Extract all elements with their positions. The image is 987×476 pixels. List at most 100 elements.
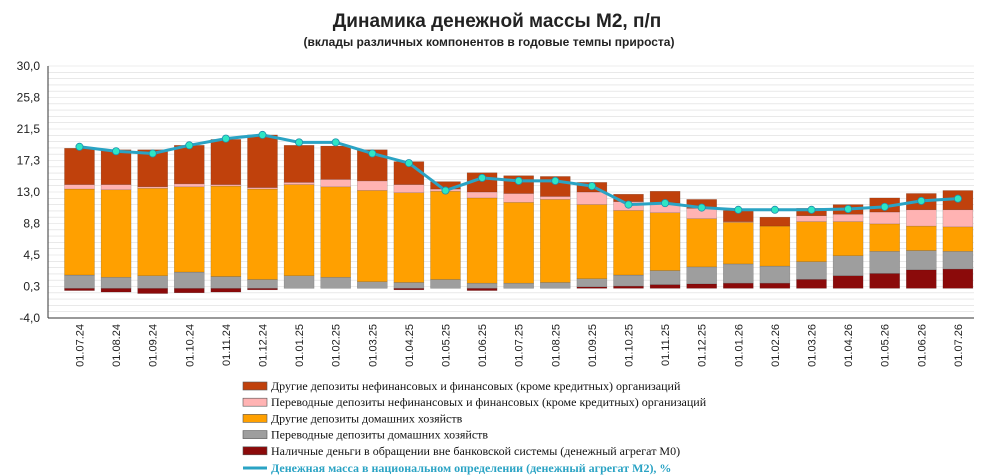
x-tick-label: 01.12.24 <box>257 324 269 367</box>
bar-segment <box>283 145 315 183</box>
bar-segment <box>759 265 791 284</box>
bar-segment <box>613 285 644 289</box>
x-tick-label: 01.06.26 <box>916 324 928 367</box>
y-tick-label: -4,0 <box>19 311 40 325</box>
bar-segment <box>466 191 498 199</box>
bar-segment <box>137 275 168 289</box>
bar-segment <box>430 279 461 289</box>
bar-segment <box>906 209 937 227</box>
line-point <box>587 182 596 191</box>
bar-segment <box>137 288 168 294</box>
x-tick-label: 01.03.26 <box>806 324 818 367</box>
bar-segment <box>393 184 425 193</box>
bar-segment <box>283 275 315 289</box>
legend-swatch <box>242 381 268 391</box>
x-tick-label: 01.01.26 <box>733 324 745 367</box>
bar-segment <box>869 223 900 252</box>
bar-segment <box>832 213 864 222</box>
bar-segment <box>64 184 95 190</box>
line-point <box>258 130 267 139</box>
bar-segment <box>283 184 315 277</box>
bar-segment <box>723 222 754 265</box>
line-point <box>221 134 230 143</box>
y-tick-label: 25,8 <box>17 91 41 105</box>
x-tick-label: 01.06.25 <box>477 324 489 367</box>
line-point <box>734 205 743 214</box>
bar-segment <box>357 190 388 282</box>
legend-swatch <box>242 397 268 407</box>
bar-segment <box>466 282 498 289</box>
y-tick-label: 17,3 <box>17 154 41 168</box>
bar-segment <box>320 186 351 278</box>
bar-segment <box>100 276 132 289</box>
bar-segment <box>796 215 827 222</box>
x-tick-label: 01.02.25 <box>331 324 343 367</box>
bar-segment <box>869 251 900 274</box>
bar-segment <box>796 261 827 280</box>
x-tick-label: 01.09.25 <box>587 324 599 367</box>
y-tick-label: 8,8 <box>23 217 40 231</box>
legend-label: Наличные деньги в обращении вне банковск… <box>271 444 680 458</box>
bar-segment <box>64 148 95 185</box>
bar-segment <box>174 145 205 185</box>
line-point <box>441 186 450 195</box>
line-point <box>148 149 157 158</box>
legend-swatch <box>242 446 268 456</box>
line-point <box>368 149 377 158</box>
bar-segment <box>832 221 864 256</box>
bar-segment <box>100 189 132 278</box>
bar-segment <box>832 255 864 277</box>
bar-segment <box>649 270 681 285</box>
line-point <box>844 205 853 214</box>
legend-label: Переводные депозиты домашних хозяйств <box>271 428 488 442</box>
bar-segment <box>613 210 644 276</box>
bar-segment <box>906 225 937 251</box>
bar-segment <box>320 179 351 188</box>
bar-segment <box>540 196 571 200</box>
bar-segment <box>137 188 168 277</box>
bar-segment <box>466 197 498 284</box>
x-tick-label: 01.01.25 <box>294 324 306 367</box>
bar-segment <box>64 188 95 276</box>
bar-segment <box>283 182 315 185</box>
bar-segment <box>832 275 864 289</box>
bar-segment <box>320 276 351 289</box>
bar-segment <box>100 149 132 185</box>
x-tick-label: 01.05.25 <box>440 324 452 367</box>
line-point <box>661 199 670 208</box>
legend: Другие депозиты нефинансовых и финансовы… <box>242 379 707 475</box>
bar-segment <box>174 183 205 188</box>
bar-segment <box>247 134 278 188</box>
bar-segment <box>466 288 498 291</box>
x-tick-label: 01.09.24 <box>148 324 160 367</box>
x-tick-label: 01.07.24 <box>74 324 86 367</box>
line-point <box>514 176 523 185</box>
y-tick-label: 30,0 <box>17 59 41 73</box>
line-point <box>770 205 779 214</box>
line-point <box>880 202 889 211</box>
line-point <box>75 142 84 151</box>
bar-segment <box>100 184 132 191</box>
bar-segment <box>174 186 205 273</box>
bar-segment <box>174 271 205 289</box>
bar-segment <box>613 274 644 287</box>
x-tick-label: 01.08.24 <box>111 324 123 367</box>
x-tick-label: 01.04.25 <box>404 324 416 367</box>
legend-swatch <box>242 430 268 439</box>
bar-segment <box>247 279 278 289</box>
line-point <box>478 173 487 182</box>
bar-segment <box>906 269 937 289</box>
bar-segment <box>503 193 534 203</box>
bar-segment <box>723 263 754 284</box>
x-tick-label: 01.11.24 <box>221 324 233 366</box>
line-point <box>404 159 413 168</box>
axes: 30,0 25,8 21,5 17,3 13,0 8,8 4,5 0,3 -4,0 01.07.2… <box>17 59 974 367</box>
x-tick-label: 01.02.26 <box>770 324 782 367</box>
bar-segment <box>540 282 571 289</box>
bar-segment <box>759 225 791 267</box>
bar-segment <box>942 226 974 252</box>
bar-segment <box>357 180 388 191</box>
bar-segment <box>942 251 974 270</box>
legend-label: Переводные депозиты нефинансовых и финан… <box>271 395 707 409</box>
bar-segment <box>503 202 534 284</box>
